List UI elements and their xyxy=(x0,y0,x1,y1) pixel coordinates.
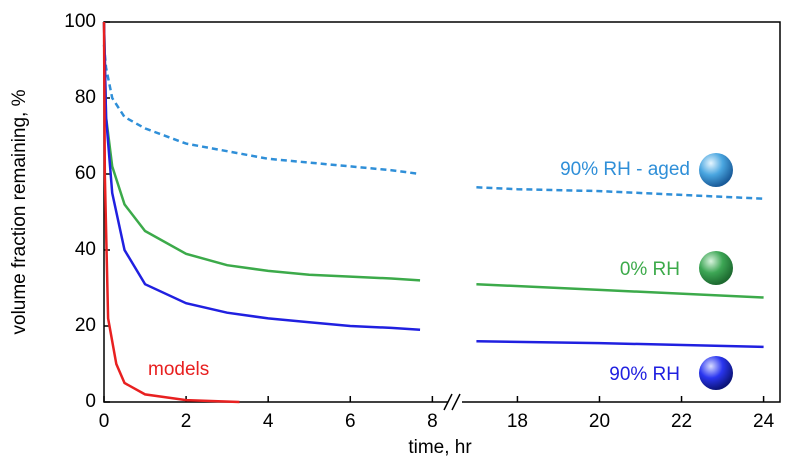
y-axis-label: volume fraction remaining, % xyxy=(9,89,30,334)
series-label: 0% RH xyxy=(620,259,680,280)
y-tick-label: 80 xyxy=(75,87,96,108)
x-tick-label: 6 xyxy=(345,411,356,432)
x-tick-label: 2 xyxy=(181,411,192,432)
plot-frame xyxy=(103,21,781,403)
y-tick-label: 60 xyxy=(75,163,96,184)
x-tick-label: 0 xyxy=(99,411,110,432)
sphere xyxy=(699,153,733,187)
series-line xyxy=(102,21,764,299)
x-tick-label: 20 xyxy=(589,411,610,432)
x-tick-label: 18 xyxy=(507,411,528,432)
x-tick-label: 8 xyxy=(427,411,438,432)
y-tick-label: 20 xyxy=(75,315,96,336)
sphere xyxy=(699,356,733,390)
y-tick-label: 100 xyxy=(64,11,96,32)
x-axis-label: time, hr xyxy=(408,437,472,458)
x-tick-label: 4 xyxy=(263,411,274,432)
series-line xyxy=(102,21,764,349)
series-line xyxy=(102,44,764,200)
sphere xyxy=(699,251,733,285)
x-tick-label: 22 xyxy=(671,411,692,432)
y-tick-label: 40 xyxy=(75,239,96,260)
x-tick-label: 24 xyxy=(753,411,775,432)
series-label: models xyxy=(148,359,209,380)
y-tick-label: 0 xyxy=(85,391,96,412)
series-label: 90% RH xyxy=(609,364,680,385)
series-label: 90% RH - aged xyxy=(560,159,690,180)
axis-break xyxy=(443,392,462,412)
series-line xyxy=(102,21,240,404)
